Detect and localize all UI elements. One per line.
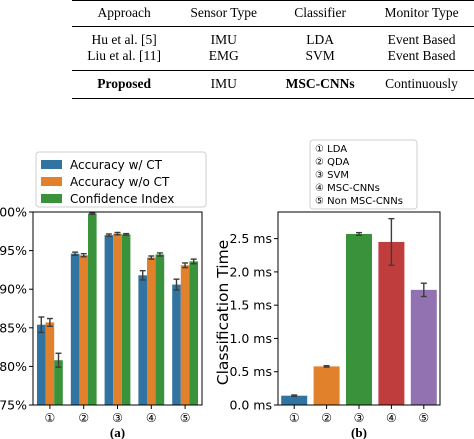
bar-0-4 [172, 284, 181, 405]
cell-sensor: IMU [210, 32, 237, 47]
legend-label: ⑤ Non MSC-CNNs [315, 196, 403, 207]
y-tick-label: 90% [0, 282, 27, 297]
cell-sensor: EMG [208, 48, 239, 63]
cell-classifier: LDA [306, 32, 334, 47]
bar-2-3 [155, 254, 165, 405]
cell-monitor: Continuously [369, 70, 474, 99]
bar-3 [378, 241, 405, 405]
bar-1-4 [180, 265, 190, 405]
y-axis-label: Classification Time [214, 240, 232, 385]
header-sensor-type: Sensor Type [176, 0, 272, 27]
table-row-proposed: Proposed IMU MSC-CNNs Continuously [72, 70, 474, 99]
bar-2-4 [189, 261, 198, 405]
y-tick-label: 0.0 ms [229, 398, 272, 413]
legend-label: Accuracy w/ CT [70, 158, 163, 172]
y-tick-label: 2.0 ms [229, 264, 272, 279]
header-approach: Approach [72, 0, 177, 27]
x-tick-label: ④ [146, 411, 157, 425]
bar-0-1 [70, 253, 80, 405]
bar-1-3 [147, 257, 156, 405]
x-tick-label: ③ [112, 411, 123, 425]
plot-frame [32, 211, 203, 406]
bar-1 [313, 366, 340, 405]
legend-label: ② QDA [315, 157, 350, 168]
chart-caption: (a) [110, 425, 125, 439]
bar-1-0 [45, 322, 55, 405]
legend-label: Accuracy w/o CT [70, 175, 170, 189]
y-tick-label: 0.5 ms [229, 364, 272, 379]
comparison-table: Approach Sensor Type Classifier Monitor … [72, 0, 474, 99]
x-tick-label: ④ [386, 411, 397, 425]
y-tick-label: 85% [0, 320, 27, 335]
legend-box [35, 151, 207, 208]
header-monitor-type: Monitor Type [369, 0, 474, 27]
legend-swatch [41, 194, 62, 203]
legend-box [309, 139, 418, 210]
cell-approach: Liu et al. [11] [87, 48, 162, 63]
chart-caption: (b) [351, 425, 367, 439]
bar-2-0 [54, 360, 63, 405]
legend-label: ④ MSC-CNNs [315, 183, 380, 194]
x-tick-label: ③ [354, 411, 365, 425]
y-tick-label: 75% [0, 398, 27, 413]
bar-4 [410, 289, 437, 405]
bar-0-2 [104, 235, 114, 405]
cell-approach: Hu et al. [5] [91, 32, 157, 47]
table-row: Hu et al. [5] IMU LDA Event Based [72, 27, 474, 49]
x-tick-label: ① [45, 411, 56, 425]
bar-0-3 [138, 275, 147, 405]
x-tick-label: ① [289, 411, 300, 425]
bar-0-0 [37, 324, 46, 405]
y-tick-label: 2.5 ms [229, 231, 272, 246]
legend-label: ③ SVM [315, 170, 349, 181]
bar-2-1 [88, 213, 97, 405]
legend-swatch [41, 160, 62, 169]
x-tick-label: ⑤ [418, 411, 429, 425]
table-header-row: Approach Sensor Type Classifier Monitor … [72, 0, 474, 27]
x-tick-label: ② [321, 411, 332, 425]
y-tick-label: 1.5 ms [229, 298, 272, 313]
x-tick-label: ② [78, 411, 89, 425]
table-row: Liu et al. [11] EMG SVM Event Based [72, 48, 474, 71]
cell-sensor: IMU [176, 70, 272, 99]
bar-2-2 [121, 234, 131, 405]
cell-monitor: Event Based [387, 32, 456, 47]
cell-classifier: SVM [305, 48, 335, 63]
bar-0 [281, 395, 308, 405]
cell-classifier: MSC-CNNs [271, 70, 370, 99]
header-classifier: Classifier [271, 0, 370, 27]
x-tick-label: ⑤ [180, 411, 191, 425]
y-tick-label: 1.0 ms [229, 331, 272, 346]
bar-2 [346, 233, 372, 405]
bar-1-1 [79, 255, 88, 405]
bar-1-2 [113, 233, 122, 405]
y-tick-label: 100% [0, 205, 27, 220]
legend-label: ① LDA [315, 144, 347, 155]
cell-monitor: Event Based [387, 48, 456, 63]
y-tick-label: 95% [0, 243, 27, 258]
plot-frame [277, 211, 441, 406]
legend-swatch [41, 177, 62, 186]
cell-approach: Proposed [72, 70, 177, 99]
legend-label: Confidence Index [70, 192, 174, 206]
y-tick-label: 80% [0, 359, 27, 374]
